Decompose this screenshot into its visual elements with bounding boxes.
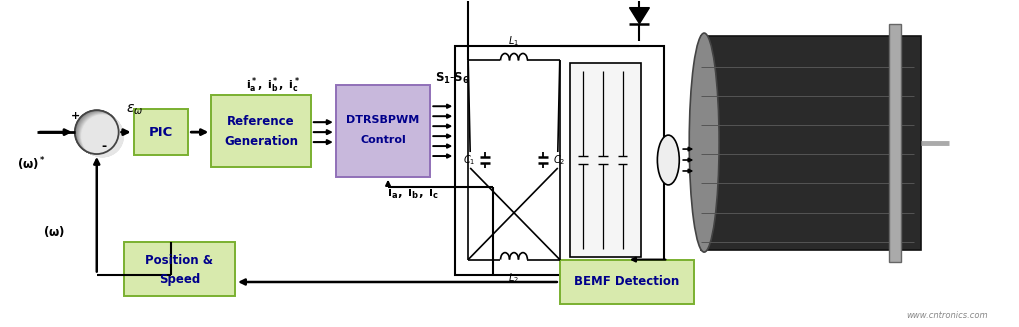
Text: $\mathbf{i_a,\ i_b,\ i_c}$: $\mathbf{i_a,\ i_b,\ i_c}$: [386, 185, 438, 201]
Circle shape: [78, 113, 121, 156]
Circle shape: [76, 112, 120, 155]
FancyBboxPatch shape: [123, 242, 235, 297]
FancyBboxPatch shape: [889, 24, 901, 262]
Circle shape: [75, 111, 119, 154]
Ellipse shape: [656, 135, 679, 185]
Circle shape: [78, 113, 121, 155]
Circle shape: [79, 114, 121, 156]
Text: BEMF Detection: BEMF Detection: [574, 275, 679, 288]
Circle shape: [83, 115, 123, 157]
Text: DTRSBPWM: DTRSBPWM: [346, 115, 419, 125]
Circle shape: [79, 113, 121, 156]
Circle shape: [81, 114, 122, 156]
Text: Generation: Generation: [224, 135, 298, 147]
FancyBboxPatch shape: [559, 260, 694, 304]
Circle shape: [82, 115, 123, 157]
Circle shape: [77, 112, 120, 155]
Circle shape: [78, 112, 120, 155]
Circle shape: [75, 111, 119, 154]
Text: Position &: Position &: [146, 253, 213, 267]
Circle shape: [78, 113, 121, 155]
Circle shape: [78, 113, 120, 155]
Circle shape: [81, 114, 122, 156]
Circle shape: [81, 114, 122, 156]
Text: Control: Control: [360, 135, 406, 145]
Circle shape: [74, 110, 118, 154]
Text: www.cntronics.com: www.cntronics.com: [906, 311, 987, 320]
Circle shape: [76, 111, 119, 155]
Text: Speed: Speed: [159, 272, 200, 285]
Circle shape: [76, 111, 119, 155]
Circle shape: [82, 115, 122, 156]
Circle shape: [79, 114, 122, 156]
Circle shape: [81, 114, 122, 156]
Text: -: -: [101, 140, 106, 153]
FancyBboxPatch shape: [133, 109, 189, 155]
Circle shape: [82, 115, 123, 157]
FancyBboxPatch shape: [211, 95, 311, 167]
Circle shape: [77, 112, 120, 155]
Text: $\mathbf{S_1\text{-}S_6}$: $\mathbf{S_1\text{-}S_6}$: [434, 71, 469, 86]
Circle shape: [81, 114, 122, 156]
Circle shape: [77, 112, 120, 155]
Circle shape: [76, 112, 120, 155]
Text: Reference: Reference: [227, 115, 294, 128]
Text: $\mathbf{i_a^*,\ i_b^*,\ i_c^*}$: $\mathbf{i_a^*,\ i_b^*,\ i_c^*}$: [246, 76, 300, 95]
Text: $L_1$: $L_1$: [507, 35, 519, 48]
FancyBboxPatch shape: [454, 45, 663, 275]
Text: $\mathbf{(\omega)^*}$: $\mathbf{(\omega)^*}$: [17, 155, 46, 173]
Text: $L_2$: $L_2$: [508, 271, 519, 285]
Circle shape: [77, 112, 120, 155]
Circle shape: [81, 115, 122, 156]
Text: $\mathbf{(\omega)}$: $\mathbf{(\omega)}$: [43, 224, 65, 239]
Circle shape: [79, 113, 121, 156]
Circle shape: [82, 115, 122, 156]
Circle shape: [78, 113, 121, 155]
Text: +: +: [71, 111, 81, 121]
Circle shape: [76, 112, 119, 155]
Circle shape: [79, 113, 121, 156]
Circle shape: [77, 112, 120, 155]
Text: $\boldsymbol{\varepsilon_\omega}$: $\boldsymbol{\varepsilon_\omega}$: [126, 103, 143, 117]
Circle shape: [75, 111, 119, 154]
FancyBboxPatch shape: [570, 63, 641, 257]
Circle shape: [75, 111, 119, 154]
FancyBboxPatch shape: [335, 85, 430, 177]
Circle shape: [75, 111, 118, 154]
Polygon shape: [629, 8, 649, 24]
Text: PIC: PIC: [149, 126, 173, 139]
Text: $C_2$: $C_2$: [552, 153, 565, 167]
FancyBboxPatch shape: [700, 36, 920, 250]
Ellipse shape: [689, 33, 718, 252]
Text: $C_1$: $C_1$: [463, 153, 475, 167]
Circle shape: [75, 111, 119, 154]
Circle shape: [82, 115, 123, 157]
